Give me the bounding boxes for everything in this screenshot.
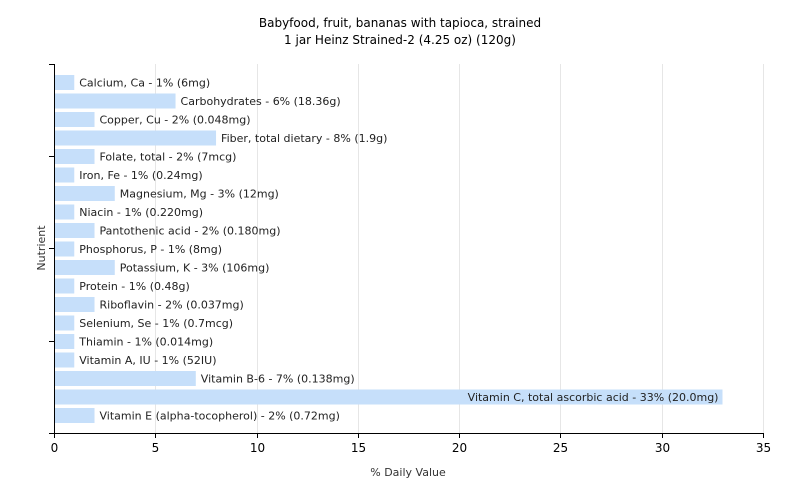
bar: [55, 204, 75, 220]
bar: [55, 93, 176, 109]
bar: [55, 315, 75, 331]
bar: [55, 167, 75, 183]
bar: [55, 223, 95, 238]
bar: [55, 334, 75, 349]
bar-label: Niacin - 1% (0.220mg): [79, 206, 203, 219]
bar-label: Folate, total - 2% (7mcg): [100, 151, 237, 164]
x-tick-label: 25: [553, 441, 568, 455]
x-tick-label: 0: [51, 441, 59, 455]
bar: [55, 389, 723, 405]
bar-label: Vitamin A, IU - 1% (52IU): [79, 354, 216, 367]
bar: [55, 352, 75, 368]
bar: [55, 130, 217, 146]
bar-label: Thiamin - 1% (0.014mg): [78, 336, 213, 349]
y-axis-title: Nutrient: [35, 225, 48, 271]
bar-label: Phosphorus, P - 1% (8mg): [79, 243, 222, 256]
bar: [55, 241, 75, 257]
bar-label: Vitamin E (alpha-tocopherol) - 2% (0.72m…: [100, 410, 340, 423]
bar-label: Potassium, K - 3% (106mg): [120, 262, 270, 275]
x-tick-label: 20: [452, 441, 467, 455]
bar: [55, 149, 95, 164]
x-axis-title: % Daily Value: [370, 466, 446, 479]
bar: [55, 297, 95, 312]
x-tick-label: 5: [152, 441, 160, 455]
bar: [55, 75, 75, 90]
bar-label: Carbohydrates - 6% (18.36g): [181, 95, 341, 108]
chart-title: Babyfood, fruit, bananas with tapioca, s…: [258, 16, 542, 30]
x-tick-label: 15: [351, 441, 366, 455]
bar-label: Fiber, total dietary - 8% (1.9g): [221, 132, 387, 145]
bar-label: Magnesium, Mg - 3% (12mg): [120, 188, 279, 201]
bar: [55, 278, 75, 294]
bar-label: Pantothenic acid - 2% (0.180mg): [100, 225, 281, 238]
axis-layer: % Daily Value Nutrient 0 5 10 15 20 25 30 35: [35, 64, 771, 479]
bar: [55, 260, 115, 275]
bar: [55, 186, 115, 201]
x-tick-label: 35: [756, 441, 771, 455]
bar-label: Vitamin C, total ascorbic acid - 33% (20…: [468, 391, 719, 404]
bar-label: Copper, Cu - 2% (0.048mg): [100, 114, 251, 127]
x-tick-label: 10: [250, 441, 265, 455]
bar-layer: Calcium, Ca - 1% (6mg) Carbohydrates - 6%…: [55, 75, 723, 423]
bar: [55, 112, 95, 127]
bar-label: Vitamin B-6 - 7% (0.138mg): [201, 373, 355, 386]
bar: [55, 371, 196, 386]
bar-label: Protein - 1% (0.48g): [79, 280, 190, 293]
chart-subtitle: 1 jar Heinz Strained-2 (4.25 oz) (120g): [284, 33, 516, 47]
x-tick-label: 30: [655, 441, 670, 455]
bar-label: Selenium, Se - 1% (0.7mcg): [79, 317, 233, 330]
bar: [55, 408, 95, 423]
bar-label: Riboflavin - 2% (0.037mg): [100, 299, 244, 312]
bar-label: Iron, Fe - 1% (0.24mg): [79, 169, 202, 182]
bar-label: Calcium, Ca - 1% (6mg): [79, 77, 210, 90]
